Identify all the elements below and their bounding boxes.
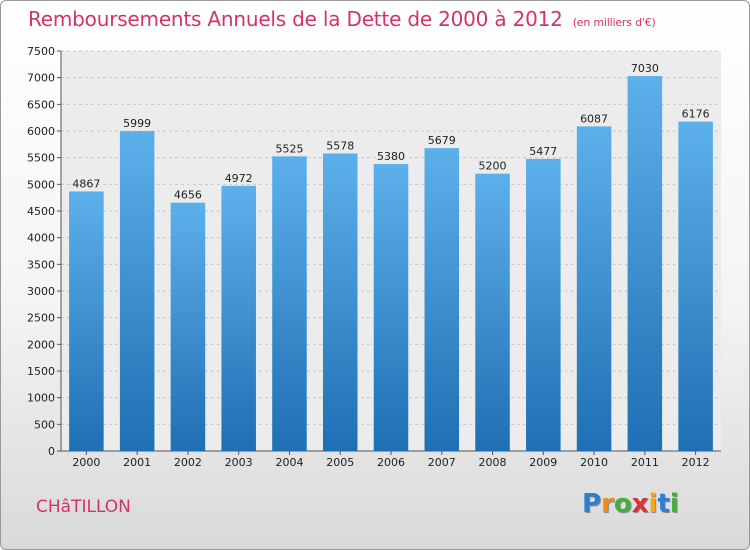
bar	[576, 126, 612, 452]
bar-value-label: 4867	[72, 177, 100, 190]
x-tick-label: 2005	[326, 456, 354, 469]
x-tick-label: 2010	[580, 456, 608, 469]
bar-value-label: 5380	[377, 150, 405, 163]
bar	[69, 191, 104, 451]
x-tick-label: 2003	[225, 456, 253, 469]
bar-value-label: 4656	[174, 189, 202, 202]
logo-letter: t	[657, 489, 670, 519]
bar-value-label: 7030	[631, 62, 659, 75]
y-tick-label: 4000	[27, 232, 55, 245]
logo-letter: i	[648, 489, 658, 519]
bar	[322, 153, 358, 452]
bar-value-label: 5999	[123, 117, 151, 130]
x-tick-label: 2011	[631, 456, 659, 469]
logo-letter: P	[582, 489, 602, 519]
bar	[221, 185, 256, 451]
chart-title: Remboursements Annuels de la Dette de 20…	[28, 7, 656, 31]
y-tick-label: 1000	[27, 392, 55, 405]
x-tick-label: 2000	[72, 456, 100, 469]
logo-letter: x	[631, 489, 649, 519]
bar-value-label: 5578	[326, 140, 354, 153]
bar	[373, 164, 409, 452]
y-tick-label: 7500	[27, 45, 55, 58]
logo-letter: i	[669, 489, 679, 519]
bar-value-label: 6087	[580, 112, 608, 125]
proxiti-logo[interactable]: Proxiti	[582, 489, 679, 519]
bar	[475, 173, 510, 451]
x-tick-label: 2008	[479, 456, 507, 469]
y-tick-label: 5500	[27, 152, 55, 165]
x-tick-label: 2006	[377, 456, 405, 469]
x-tick-label: 2002	[174, 456, 202, 469]
bar	[526, 158, 561, 452]
bar-value-label: 5525	[275, 142, 303, 155]
bar-value-label: 5200	[479, 160, 507, 173]
bar	[170, 202, 206, 451]
y-tick-label: 6000	[27, 125, 55, 138]
bar-value-label: 5679	[428, 134, 456, 147]
x-tick-label: 2012	[682, 456, 710, 469]
bar	[627, 76, 663, 452]
y-tick-label: 3500	[27, 258, 55, 271]
bar	[119, 131, 155, 451]
y-tick-label: 1500	[27, 365, 55, 378]
logo-letter: r	[601, 489, 614, 519]
bar	[424, 148, 460, 451]
y-tick-label: 4500	[27, 205, 55, 218]
bar-value-label: 5477	[529, 145, 557, 158]
chart-unit: (en milliers d'€)	[572, 16, 656, 29]
y-tick-label: 500	[34, 418, 55, 431]
y-tick-label: 0	[48, 445, 55, 458]
y-tick-label: 2000	[27, 338, 55, 351]
bar	[678, 121, 713, 451]
bar-value-label: 4972	[225, 172, 253, 185]
y-tick-label: 6500	[27, 98, 55, 111]
chart-title-text: Remboursements Annuels de la Dette de 20…	[28, 7, 563, 31]
x-tick-label: 2007	[428, 456, 456, 469]
commune-name: CHâTILLON	[36, 497, 131, 517]
logo-letter: o	[613, 489, 632, 519]
bar	[272, 156, 307, 452]
x-tick-label: 2001	[123, 456, 151, 469]
x-tick-label: 2004	[275, 456, 303, 469]
bar-value-label: 6176	[682, 108, 710, 121]
y-tick-label: 3000	[27, 285, 55, 298]
x-tick-label: 2009	[529, 456, 557, 469]
y-tick-label: 2500	[27, 312, 55, 325]
y-tick-label: 5000	[27, 178, 55, 191]
y-tick-label: 7000	[27, 72, 55, 85]
